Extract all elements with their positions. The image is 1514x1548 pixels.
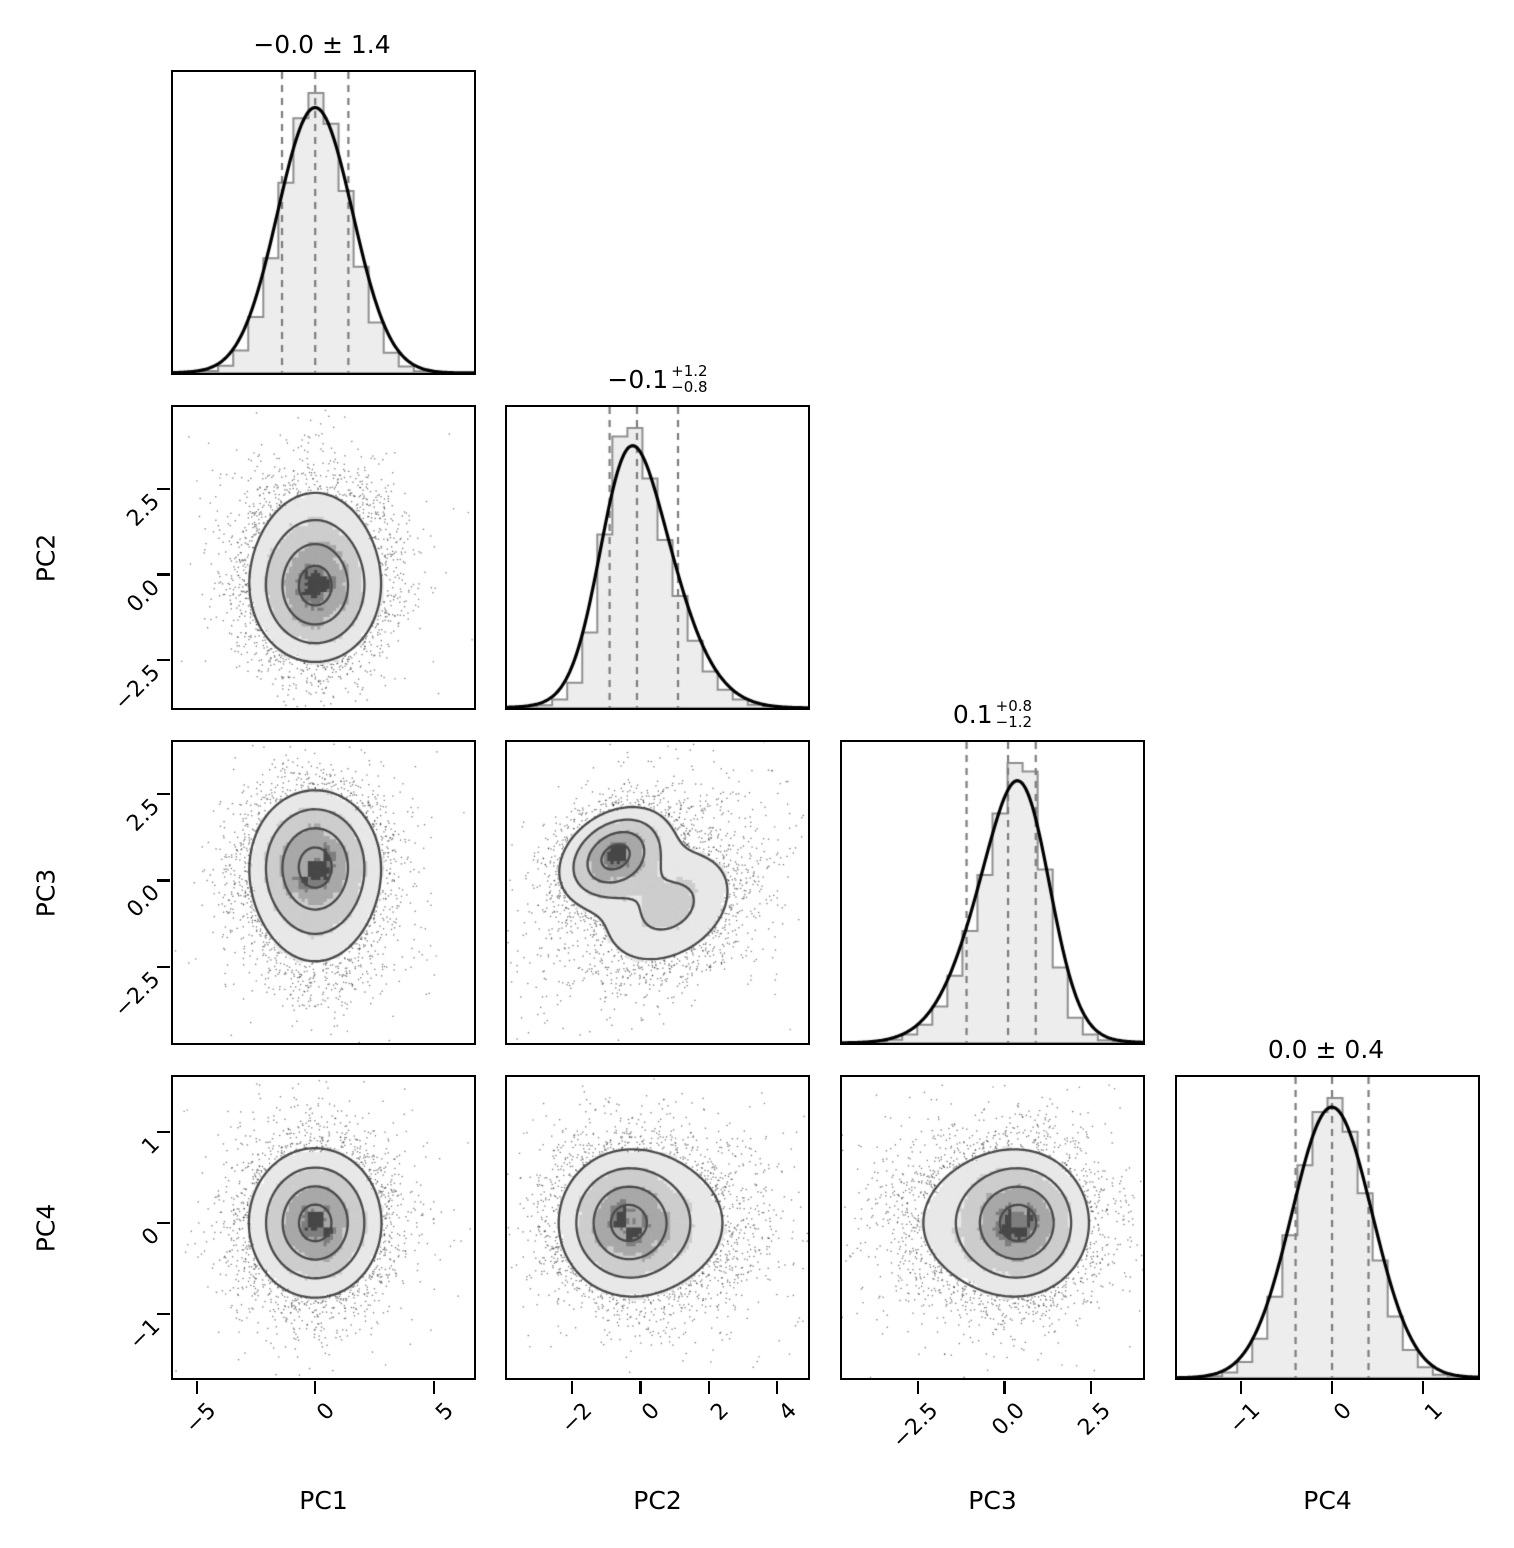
title-errors-pc2: +1.2 −0.8 xyxy=(671,361,708,396)
x-tick-mark xyxy=(639,1381,642,1394)
title-err-minus: −1.2 xyxy=(995,713,1033,731)
x-tick-mark xyxy=(195,1381,198,1394)
title-err-plus: +1.2 xyxy=(671,361,708,380)
x-tick-mark xyxy=(314,1381,317,1394)
x-tick-mark xyxy=(432,1381,435,1394)
canvas-hist-pc4 xyxy=(1177,1077,1478,1378)
y-tick-mark xyxy=(157,487,170,491)
panel-title-pc4: 0.0 ± 0.4 xyxy=(1177,1027,1478,1071)
panel-title-pc2: −0.1 +1.2 −0.8 xyxy=(507,357,808,401)
canvas-hist-pc3 xyxy=(842,742,1143,1043)
title-value-pc1: −0.0 ± 1.4 xyxy=(253,29,391,59)
canvas-pc3-vs-pc2 xyxy=(507,742,808,1043)
x-tick-mark xyxy=(1239,1381,1243,1394)
panel-hist-pc3 xyxy=(840,740,1145,1045)
x-axis-label-pc4: PC4 xyxy=(1303,1486,1352,1515)
canvas-pc2-vs-pc1 xyxy=(173,407,474,708)
x-tick-mark xyxy=(916,1381,920,1394)
title-err-plus: +0.8 xyxy=(995,696,1033,715)
panel-pc2-vs-pc1 xyxy=(171,405,476,710)
y-tick-mark xyxy=(157,1130,170,1133)
y-tick-mark xyxy=(157,879,170,882)
y-tick-mark xyxy=(157,1312,170,1316)
x-axis-label-pc3: PC3 xyxy=(968,1486,1017,1515)
title-value-pc4: 0.0 ± 0.4 xyxy=(1267,1034,1385,1064)
panel-pc4-vs-pc1 xyxy=(171,1075,476,1380)
panel-hist-pc1 xyxy=(171,70,476,375)
canvas-hist-pc1 xyxy=(173,72,474,373)
canvas-pc4-vs-pc1 xyxy=(173,1077,474,1378)
title-value-pc2: −0.1 xyxy=(607,364,669,394)
title-err-minus: −0.8 xyxy=(671,378,708,396)
y-tick-mark xyxy=(157,1221,170,1225)
y-tick-mark xyxy=(157,573,170,576)
canvas-hist-pc2 xyxy=(507,407,808,708)
panel-hist-pc2 xyxy=(505,405,810,710)
x-tick-mark xyxy=(1422,1381,1425,1394)
x-tick-mark xyxy=(570,1381,574,1394)
y-tick-mark xyxy=(157,658,170,662)
title-errors-pc3: +0.8 −1.2 xyxy=(995,696,1033,731)
panel-pc3-vs-pc1 xyxy=(171,740,476,1045)
x-tick-mark xyxy=(1003,1381,1006,1394)
x-tick-mark xyxy=(1330,1381,1334,1394)
panel-pc4-vs-pc3 xyxy=(840,1075,1145,1380)
canvas-pc3-vs-pc1 xyxy=(173,742,474,1043)
panel-pc4-vs-pc2 xyxy=(505,1075,810,1380)
x-tick-mark xyxy=(776,1381,779,1394)
x-axis-label-pc2: PC2 xyxy=(633,1486,682,1515)
title-value-pc3: 0.1 xyxy=(952,699,993,729)
canvas-pc4-vs-pc2 xyxy=(507,1077,808,1378)
panel-hist-pc4 xyxy=(1175,1075,1480,1380)
panel-title-pc1: −0.0 ± 1.4 xyxy=(173,22,474,66)
y-tick-mark xyxy=(157,965,170,969)
x-tick-mark xyxy=(1089,1381,1093,1394)
panel-title-pc3: 0.1 +0.8 −1.2 xyxy=(842,692,1143,736)
canvas-pc4-vs-pc3 xyxy=(842,1077,1143,1378)
y-tick-mark xyxy=(157,792,170,796)
x-tick-mark xyxy=(707,1381,710,1394)
panel-pc3-vs-pc2 xyxy=(505,740,810,1045)
x-axis-label-pc1: PC1 xyxy=(299,1486,348,1515)
